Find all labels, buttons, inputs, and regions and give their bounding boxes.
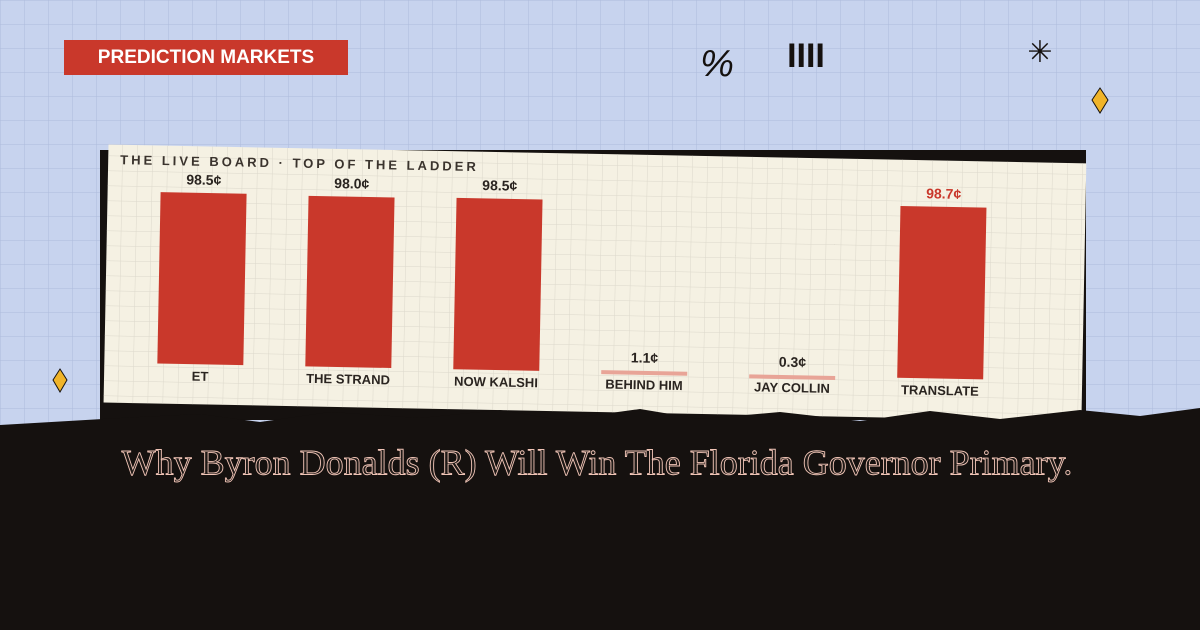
- x-tick-label: TRANSLATE: [901, 382, 979, 398]
- doodle: %: [700, 43, 734, 85]
- headline: Why Byron Donalds (R) Will Win The Flori…: [122, 442, 1073, 482]
- bar: [305, 195, 395, 369]
- bar: [749, 374, 836, 381]
- badge-box: [64, 40, 348, 75]
- bar: [453, 197, 543, 371]
- value-label: 98.5¢: [186, 171, 222, 188]
- bar: [601, 370, 688, 376]
- torn-band: [0, 408, 1200, 630]
- diamond: [1091, 87, 1109, 114]
- value-label: 1.1¢: [631, 349, 659, 366]
- bar: [897, 206, 987, 380]
- x-tick-label: NOW KALSHI: [454, 374, 538, 391]
- diamond: [52, 368, 68, 393]
- x-tick-label: THE STRAND: [306, 371, 390, 388]
- doodle: ✳: [1027, 36, 1052, 69]
- x-tick-label: BEHIND HIM: [605, 377, 683, 393]
- board: THE LIVE BOARD · TOP OF THE LADDER ET 98.…: [103, 144, 1087, 422]
- badge: PREDICTION MARKETS: [98, 47, 314, 68]
- x-tick-label: JAY COLLIN: [754, 379, 830, 395]
- x-tick-label: ET: [192, 369, 209, 384]
- chart-title: THE LIVE BOARD · TOP OF THE LADDER: [120, 152, 479, 174]
- value-label: 98.7¢: [926, 185, 962, 202]
- doodle: IIII: [787, 37, 825, 75]
- value-label: 98.5¢: [482, 177, 518, 194]
- bar: [157, 192, 247, 366]
- value-label: 0.3¢: [779, 354, 807, 371]
- value-label: 98.0¢: [334, 175, 370, 192]
